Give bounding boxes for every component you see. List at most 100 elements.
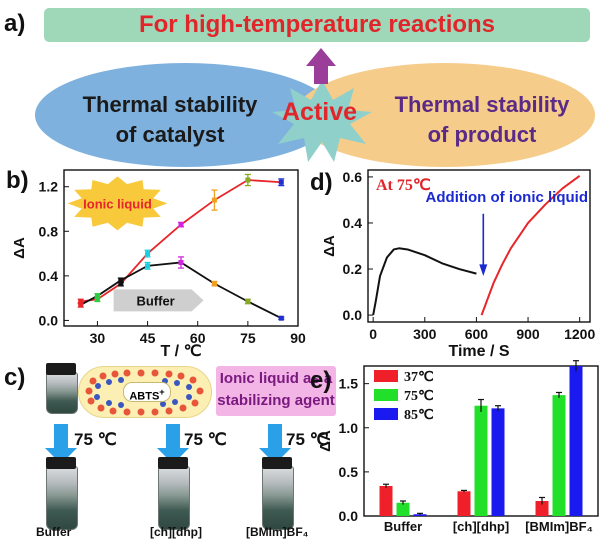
data-point-b [245, 298, 251, 304]
y-tick-label-b: 0.0 [39, 312, 59, 328]
x-tick-label-d: 900 [516, 326, 540, 342]
legend-swatch-e [374, 408, 398, 420]
catalyst-text: Thermal stability of catalyst [60, 90, 280, 150]
bar-e [552, 395, 566, 516]
series-line-d-1 [480, 174, 581, 316]
data-point-b [145, 263, 151, 269]
data-point-b [211, 197, 217, 203]
panel-a-diagram [35, 48, 595, 167]
y-axis-label-d: ΔA [321, 235, 338, 257]
legend-ionic-liquid: Ionic liquid [83, 196, 152, 211]
data-point-b [245, 177, 251, 183]
up-arrow-icon [306, 48, 336, 84]
bar-e [474, 405, 488, 516]
bar-e [396, 502, 410, 516]
heat-arrow-icon-1 [45, 424, 77, 464]
abts-label: ABTS [129, 390, 160, 403]
y-tick-label-b: 1.2 [39, 179, 59, 195]
y-tick-label-b: 0.8 [39, 223, 59, 239]
plot-frame-d [367, 169, 591, 323]
y-tick-label-e: 0.5 [339, 464, 359, 480]
y-tick-label-e: 1.5 [339, 376, 359, 392]
legend-label-e: 37℃ [404, 370, 434, 385]
x-tick-label-b: 60 [190, 330, 206, 346]
legend-swatch-e [374, 370, 398, 382]
series-line-d-0 [372, 247, 477, 316]
data-point-b [278, 179, 284, 185]
vial-bmim [262, 457, 294, 530]
x-tick-label-d: 300 [413, 326, 437, 342]
x-tick-label-e: Buffer [384, 519, 422, 534]
panel-b-letter: b) [6, 167, 29, 194]
addition-annotation: Addition of ionic liquid [426, 189, 588, 206]
data-point-b [118, 281, 124, 287]
legend-label-e: 85℃ [404, 408, 434, 423]
data-point-b [94, 296, 100, 302]
temp-label-3: 75 ℃ [286, 430, 329, 449]
vial-label-buffer: Buffer [36, 525, 72, 539]
series-line-b-1 [80, 261, 282, 320]
vial-initial [46, 363, 78, 414]
legend-buffer: Buffer [136, 293, 174, 308]
banner-text: For high-temperature reactions [138, 11, 496, 38]
vial-label-ch-dhp: [ch][dhp] [150, 525, 202, 539]
x-tick-label-d: 1200 [564, 326, 595, 342]
plot-frame-b [63, 169, 299, 327]
vial-label-bmim: [BMIm]BF₄ [246, 525, 309, 539]
callout-line-2: stabilizing agent [217, 392, 335, 409]
y-tick-label-d: 0.6 [343, 169, 363, 185]
buffer-badge [113, 289, 204, 312]
panel-e-letter: e) [310, 367, 331, 394]
abts-molecule: ABTS+ [123, 382, 171, 403]
legend-swatch-e [374, 389, 398, 401]
vial-ch-dhp [158, 457, 190, 530]
y-tick-label-d: 0.4 [343, 215, 363, 231]
x-axis-label-b: T / ℃ [160, 343, 201, 360]
product-ellipse [295, 63, 595, 167]
product-text: Thermal stability of product [372, 90, 592, 150]
panel-d-letter: d) [310, 169, 333, 196]
ionic-liquid-dots [85, 369, 204, 416]
panel-a-banner: For high-temperature reactions [44, 8, 590, 42]
active-label: Active [282, 98, 358, 126]
chart-d: d) 0.0 0.2 0.4 0.6 0 300 600 900 1200 Time / S ΔA At… [310, 169, 595, 360]
active-star-shape [272, 80, 372, 162]
y-tick-label-b: 0.4 [39, 268, 59, 284]
chart-e: e) 0.0 0.5 1.0 1.5 ΔA Buffer [ch][dhp] [BMIm]BF₄… [310, 360, 599, 534]
vial-buffer [46, 457, 78, 530]
data-point-b [118, 277, 124, 283]
y-tick-label-d: 0.2 [343, 261, 363, 277]
bar-e [491, 408, 505, 516]
abts-charge: + [159, 387, 165, 397]
bar-e [535, 501, 549, 516]
data-point-b [178, 222, 184, 228]
bar-e [457, 491, 471, 516]
ionic-liquid-badge [67, 176, 168, 231]
catalyst-line-1: Thermal stability [82, 92, 258, 117]
panel-c-letter: c) [4, 364, 26, 391]
chart-d-title: At 75℃ [376, 177, 431, 194]
chart-b: b) 0.0 0.4 0.8 1.2 30 45 60 75 90 T / ℃ ΔA Ionic liq… [6, 167, 306, 360]
abts-droplet: ABTS+ [78, 366, 212, 418]
bar-e [413, 514, 427, 516]
x-tick-label-d: 0 [369, 326, 377, 342]
y-tick-label-e: 1.0 [339, 420, 359, 436]
temp-label-1: 75 ℃ [74, 430, 117, 449]
data-point-b [278, 315, 284, 321]
x-tick-label-e: [ch][dhp] [453, 519, 509, 534]
product-line-2: of product [427, 122, 537, 147]
x-tick-label-b: 75 [240, 330, 256, 346]
legend-label-e: 75℃ [404, 389, 434, 404]
y-tick-label-e: 0.0 [339, 508, 359, 524]
product-line-1: Thermal stability [394, 92, 570, 117]
callout-line-1: Ionic liquid as a [219, 370, 333, 387]
x-tick-label-e: [BMIm]BF₄ [525, 519, 593, 534]
y-axis-label-b: ΔA [11, 237, 28, 259]
data-point-b [78, 298, 84, 304]
heat-arrow-icon-2 [157, 424, 189, 464]
x-tick-label-b: 45 [140, 330, 156, 346]
y-axis-label-e: ΔA [317, 430, 334, 452]
data-point-b [94, 293, 100, 299]
data-point-b [145, 251, 151, 257]
bar-e [379, 486, 393, 516]
